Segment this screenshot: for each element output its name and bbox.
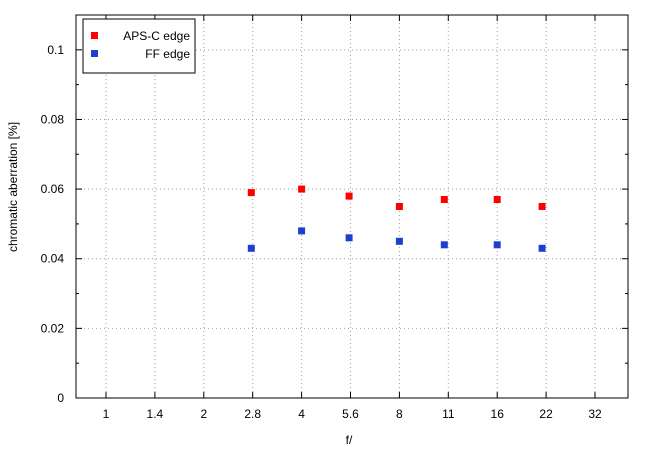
x-tick-label: 16 — [491, 407, 505, 421]
x-tick-label: 5.6 — [342, 407, 359, 421]
ff-edge-point — [345, 234, 353, 242]
x-tick-label: 11 — [442, 407, 455, 421]
aps-c-edge-point — [298, 185, 306, 193]
x-tick-label: 1 — [103, 407, 110, 421]
aps-c-edge-point — [538, 203, 546, 210]
y-axis-title: chromatic aberration [%] — [6, 122, 20, 252]
legend-label-aps-c: APS-C edge — [123, 29, 190, 43]
axis-ticks: 1 1.4 2 2.8 4 5.6 8 11 16 22 32 0 0.02 0.04 0.06 0.08 0.… — [41, 15, 628, 421]
aps-c-edge-point — [345, 192, 353, 200]
x-tick-label: 1.4 — [147, 407, 164, 421]
x-tick-label: 2 — [200, 407, 207, 421]
y-tick-label: 0.04 — [41, 252, 65, 266]
legend-marker-ff — [91, 50, 98, 57]
aps-c-edge-point — [395, 203, 403, 210]
ff-edge-point — [493, 241, 501, 249]
y-tick-label: 0.02 — [41, 321, 65, 335]
ff-edge-point — [298, 227, 306, 235]
ff-edge-point — [395, 237, 403, 245]
plot-frame — [75, 14, 629, 399]
legend: APS-C edge FF edge — [82, 18, 196, 74]
ff-edge-point — [538, 244, 546, 252]
aps-c-edge-point — [247, 189, 255, 197]
legend-box — [82, 18, 196, 74]
aps-c-edge-point — [440, 196, 448, 203]
legend-marker-aps-c — [91, 32, 98, 39]
x-tick-label: 22 — [539, 407, 553, 421]
y-tick-label: 0.06 — [41, 182, 65, 196]
ff-edge-point — [247, 244, 255, 252]
x-tick-label: 4 — [298, 407, 305, 421]
ff-edge-point — [440, 241, 448, 249]
y-tick-label: 0 — [57, 391, 64, 405]
y-tick-label: 0.1 — [47, 43, 64, 57]
x-tick-label: 2.8 — [244, 407, 261, 421]
data-points — [247, 185, 546, 252]
legend-label-ff: FF edge — [145, 47, 190, 61]
x-tick-label: 8 — [396, 407, 403, 421]
y-tick-label: 0.08 — [41, 112, 65, 126]
x-tick-label: 32 — [588, 407, 602, 421]
aps-c-edge-point — [493, 196, 501, 203]
x-axis-title: f/ — [346, 433, 353, 447]
